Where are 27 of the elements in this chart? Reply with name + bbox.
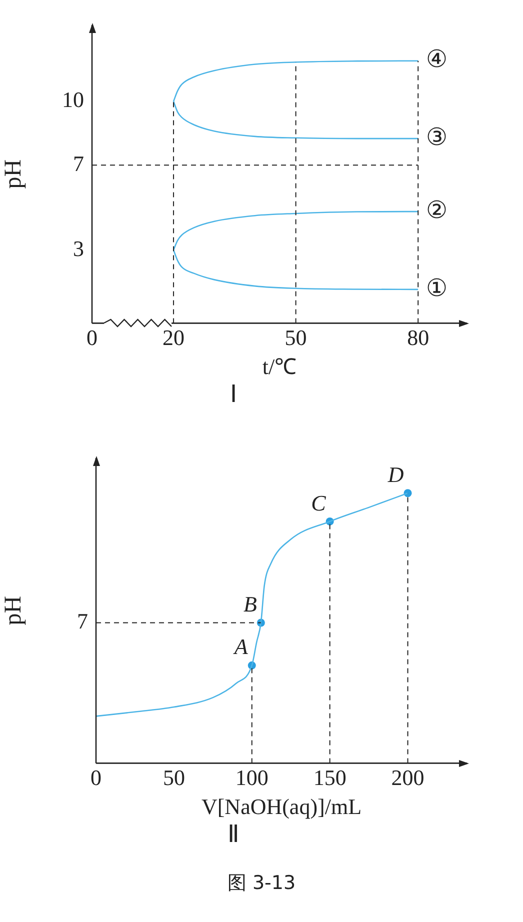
x-tick-label: 150	[313, 765, 346, 790]
annotation: C	[311, 490, 326, 516]
y-tick-label: 7	[73, 150, 84, 176]
x-axis-title: V[NaOH(aq)]/mL	[201, 794, 362, 819]
x-tick-label: 80	[407, 325, 430, 350]
series-label: ②	[426, 198, 448, 224]
x-tick-label: 0	[90, 765, 102, 790]
x-tick-label: 50	[284, 325, 307, 350]
text: Ⅰ	[230, 382, 237, 408]
annotation: D	[386, 462, 404, 487]
annotation: A	[232, 634, 248, 660]
series-label: ①	[426, 276, 448, 302]
annotation: B	[243, 592, 257, 617]
caption: 图 3-13	[226, 871, 297, 896]
series-label: ③	[426, 124, 448, 151]
series-label: ④	[426, 47, 448, 74]
x-tick-label: 50	[162, 765, 185, 790]
x-tick-label: 100	[235, 765, 268, 790]
x-tick-label: 200	[391, 765, 424, 790]
y-tick-label: 3	[73, 236, 84, 261]
y-axis-title: pH	[0, 159, 27, 189]
x-tick-label: 20	[162, 325, 185, 350]
text: Ⅱ	[228, 822, 240, 848]
x-tick-label: 0	[86, 325, 98, 350]
x-axis-title: t/℃	[262, 354, 297, 379]
y-tick-label: 10	[62, 87, 84, 112]
y-axis-title: pH	[0, 596, 27, 626]
